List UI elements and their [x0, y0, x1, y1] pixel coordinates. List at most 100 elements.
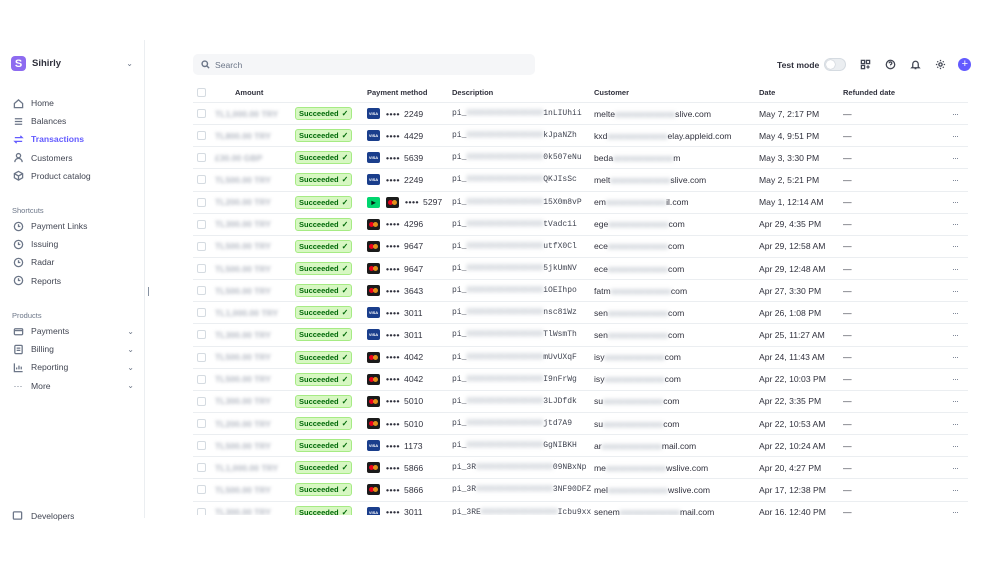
help-icon[interactable]: [884, 59, 896, 71]
customer-redacted: xxxxxxxxxxxxxx: [605, 197, 667, 208]
row-checkbox[interactable]: [197, 197, 206, 207]
select-all-checkbox[interactable]: [197, 88, 206, 97]
row-checkbox[interactable]: [197, 175, 206, 185]
table-row[interactable]: TL1,000.00 TRY Succeeded ✓ •••• 5866 pi_3RXXX…: [193, 457, 968, 480]
sidebar-item-reporting[interactable]: Reporting ⌄: [12, 358, 134, 376]
column-header-date[interactable]: Date: [759, 88, 776, 97]
table-row[interactable]: TL200.00 TRY Succeeded ✓ ▸ •••• 5297 pi_XXXXXX…: [193, 192, 968, 214]
sidebar-item-issuing[interactable]: Issuing: [12, 235, 134, 253]
mastercard-icon: [367, 240, 380, 252]
row-actions-menu[interactable]: ···: [952, 263, 959, 274]
table-row[interactable]: TL300.00 TRY Succeeded ✓ VISA •••• 3011 pi_3RE…: [193, 502, 968, 515]
test-mode-toggle[interactable]: [824, 58, 847, 71]
sidebar-item-customers[interactable]: Customers: [12, 149, 134, 167]
row-actions-menu[interactable]: ···: [952, 174, 959, 185]
sidebar-item-payments[interactable]: Payments ⌄: [12, 322, 134, 340]
account-switcher[interactable]: S Sihirly ⌄: [11, 56, 133, 71]
row-checkbox[interactable]: [197, 352, 206, 362]
sidebar-item-balances[interactable]: Balances: [12, 112, 134, 130]
customer-prefix: melt: [594, 174, 611, 185]
table-row[interactable]: TL500.00 TRY Succeeded ✓ VISA •••• 1173 pi_XXX…: [193, 435, 968, 458]
table-row[interactable]: TL500.00 TRY Succeeded ✓ •••• 3643 pi_XXXXXXX…: [193, 280, 968, 303]
row-actions-menu[interactable]: ···: [952, 352, 959, 363]
table-row[interactable]: TL800.00 TRY Succeeded ✓ VISA •••• 4429 pi_XXX…: [193, 125, 968, 148]
row-checkbox[interactable]: [197, 374, 206, 384]
description-prefix: pi_3RE: [452, 507, 481, 515]
column-header-payment-method[interactable]: Payment method: [367, 88, 428, 97]
sidebar-item-radar[interactable]: Radar: [12, 253, 134, 271]
notification-bell-icon[interactable]: [909, 59, 921, 71]
table-row[interactable]: TL500.00 TRY Succeeded ✓ •••• 5866 pi_3RXXXXX…: [193, 479, 968, 502]
refunded-date-cell: —: [843, 462, 852, 473]
row-checkbox[interactable]: [197, 131, 206, 141]
row-actions-menu[interactable]: ···: [952, 307, 959, 318]
refunded-date-cell: —: [843, 329, 852, 340]
row-actions-menu[interactable]: ···: [952, 462, 959, 473]
row-checkbox[interactable]: [197, 485, 206, 495]
column-header-description[interactable]: Description: [452, 88, 494, 97]
row-checkbox[interactable]: [197, 463, 206, 473]
gear-icon[interactable]: [934, 59, 946, 71]
row-checkbox[interactable]: [197, 264, 206, 274]
table-row[interactable]: £30.00 GBP Succeeded ✓ VISA •••• 5639 pi_XXXXX…: [193, 147, 968, 170]
row-actions-menu[interactable]: ···: [952, 152, 959, 163]
table-row[interactable]: TL300.00 TRY Succeeded ✓ •••• 4296 pi_XXXXXXX…: [193, 214, 968, 236]
row-actions-menu[interactable]: ···: [952, 329, 959, 340]
row-actions-menu[interactable]: ···: [952, 219, 959, 230]
description-cell: pi_XXXXXXXXXXXXXXXXkJpaNZh: [452, 131, 577, 140]
refunded-date-cell: —: [843, 174, 852, 185]
row-actions-menu[interactable]: ···: [952, 241, 959, 252]
search-bar[interactable]: [193, 54, 535, 75]
row-actions-menu[interactable]: ···: [952, 285, 959, 296]
table-row[interactable]: TL500.00 TRY Succeeded ✓ VISA •••• 2249 pi_XXX…: [193, 169, 968, 192]
sidebar-item-product-catalog[interactable]: Product catalog: [12, 167, 134, 185]
search-input[interactable]: [215, 59, 515, 70]
row-checkbox[interactable]: [197, 396, 206, 406]
row-checkbox[interactable]: [197, 153, 206, 163]
sidebar-item-developers[interactable]: Developers: [12, 511, 74, 521]
table-row[interactable]: TL500.00 TRY Succeeded ✓ •••• 4042 pi_XXXXXXX…: [193, 347, 968, 369]
row-checkbox[interactable]: [197, 109, 206, 119]
checkmark-icon: ✓: [341, 286, 349, 296]
apps-icon[interactable]: [859, 59, 871, 71]
sidebar-item-transactions[interactable]: Transactions: [12, 130, 134, 148]
row-actions-menu[interactable]: ···: [952, 507, 959, 515]
table-row[interactable]: TL500.00 TRY Succeeded ✓ •••• 4042 pi_XXXXXXX…: [193, 369, 968, 391]
row-actions-menu[interactable]: ···: [952, 440, 959, 451]
row-actions-menu[interactable]: ···: [952, 197, 959, 208]
table-row[interactable]: TL500.00 TRY Succeeded ✓ •••• 9647 pi_XXXXXXX…: [193, 258, 968, 281]
row-checkbox[interactable]: [197, 330, 206, 340]
column-header-refunded-date[interactable]: Refunded date: [843, 88, 896, 97]
row-actions-menu[interactable]: ···: [952, 374, 959, 385]
row-checkbox[interactable]: [197, 441, 206, 451]
row-checkbox[interactable]: [197, 241, 206, 251]
sidebar-item-home[interactable]: Home: [12, 94, 134, 112]
table-row[interactable]: TL1,000.00 TRY Succeeded ✓ VISA •••• 2249 pi_X…: [193, 103, 968, 126]
sidebar-item-billing[interactable]: Billing ⌄: [12, 340, 134, 358]
status-badge: Succeeded ✓: [295, 173, 353, 187]
row-checkbox[interactable]: [197, 419, 206, 429]
row-checkbox[interactable]: [197, 219, 206, 229]
sidebar-resize-handle[interactable]: [148, 287, 149, 296]
table-row[interactable]: TL200.00 TRY Succeeded ✓ •••• 5010 pi_XXXXXXX…: [193, 413, 968, 436]
table-row[interactable]: TL300.00 TRY Succeeded ✓ •••• 5010 pi_XXXXXXX…: [193, 391, 968, 413]
create-button[interactable]: +: [958, 58, 972, 71]
sidebar-item-reports[interactable]: Reports: [12, 272, 134, 290]
column-header-customer[interactable]: Customer: [594, 88, 630, 97]
sidebar-item-more[interactable]: ··· More ⌄: [12, 377, 135, 395]
row-actions-menu[interactable]: ···: [952, 396, 959, 407]
checkmark-icon: ✓: [341, 441, 349, 451]
customer-prefix: kxd: [594, 130, 608, 141]
row-actions-menu[interactable]: ···: [952, 108, 959, 119]
table-row[interactable]: TL300.00 TRY Succeeded ✓ VISA •••• 3011 pi_XXX…: [193, 324, 968, 347]
row-checkbox[interactable]: [197, 507, 206, 515]
table-row[interactable]: TL500.00 TRY Succeeded ✓ •••• 9647 pi_XXXXXXX…: [193, 236, 968, 258]
row-checkbox[interactable]: [197, 286, 206, 296]
sidebar-item-payment-links[interactable]: Payment Links: [12, 217, 134, 235]
column-header-amount[interactable]: Amount: [235, 88, 264, 97]
row-checkbox[interactable]: [197, 308, 206, 318]
row-actions-menu[interactable]: ···: [952, 130, 959, 141]
row-actions-menu[interactable]: ···: [952, 418, 959, 429]
row-actions-menu[interactable]: ···: [952, 484, 959, 495]
table-row[interactable]: TL1,000.00 TRY Succeeded ✓ VISA •••• 3011 pi_X…: [193, 302, 968, 325]
